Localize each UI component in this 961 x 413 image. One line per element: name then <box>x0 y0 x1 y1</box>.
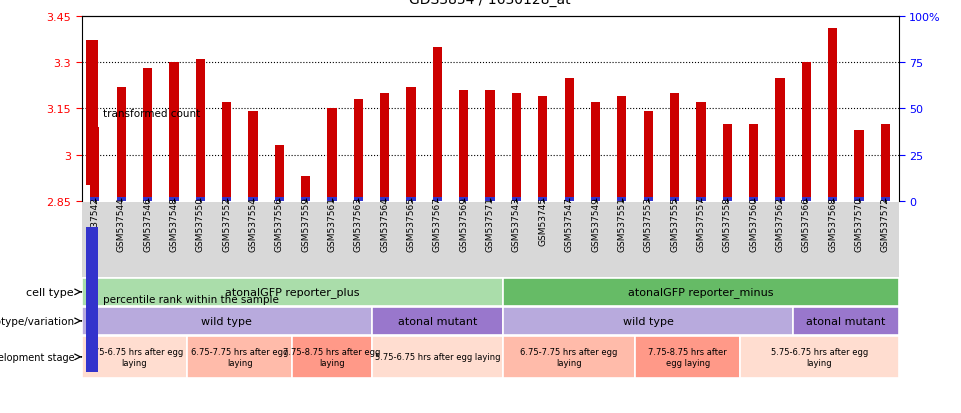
Bar <box>776 198 784 202</box>
Bar <box>196 198 205 202</box>
Bar <box>504 307 793 335</box>
Bar <box>854 198 864 202</box>
Bar <box>504 278 899 306</box>
Bar <box>617 198 627 202</box>
Bar <box>169 198 179 202</box>
Text: wild type: wild type <box>201 316 252 326</box>
Bar <box>82 278 504 306</box>
Bar <box>485 90 495 202</box>
Bar <box>644 112 653 202</box>
Text: atonal mutant: atonal mutant <box>398 316 477 326</box>
Text: transformed count: transformed count <box>103 109 200 119</box>
Bar <box>372 307 504 335</box>
Bar <box>354 198 363 202</box>
Bar <box>354 100 363 202</box>
Bar <box>512 94 521 202</box>
Bar <box>169 63 179 202</box>
Bar <box>143 69 152 202</box>
Bar <box>723 124 732 202</box>
Text: 7.75-8.75 hrs after
egg laying: 7.75-8.75 hrs after egg laying <box>649 347 727 367</box>
Bar <box>187 336 292 378</box>
Text: 5.75-6.75 hrs after egg laying: 5.75-6.75 hrs after egg laying <box>375 353 500 361</box>
Bar <box>635 336 740 378</box>
Text: genotype/variation: genotype/variation <box>0 316 81 326</box>
Bar <box>328 198 336 202</box>
Bar <box>740 336 899 378</box>
Bar <box>372 336 504 378</box>
Text: wild type: wild type <box>623 316 674 326</box>
Bar <box>776 78 784 202</box>
Text: GDS3854 / 1630128_at: GDS3854 / 1630128_at <box>409 0 571 7</box>
Bar <box>407 88 416 202</box>
Bar <box>828 198 837 202</box>
Bar <box>880 124 890 202</box>
Text: 6.75-7.75 hrs after egg
laying: 6.75-7.75 hrs after egg laying <box>191 347 288 367</box>
Bar <box>222 103 232 202</box>
Text: 7.75-8.75 hrs after egg
laying: 7.75-8.75 hrs after egg laying <box>283 347 381 367</box>
Bar <box>407 198 416 202</box>
Bar <box>591 198 600 202</box>
Bar <box>301 177 310 202</box>
Bar <box>381 198 389 202</box>
Bar <box>90 198 100 202</box>
Text: atonal mutant: atonal mutant <box>806 316 885 326</box>
Text: percentile rank within the sample: percentile rank within the sample <box>103 294 279 304</box>
Text: 6.75-7.75 hrs after egg
laying: 6.75-7.75 hrs after egg laying <box>521 347 618 367</box>
Bar <box>432 198 442 202</box>
Bar <box>854 131 864 202</box>
Bar <box>275 198 283 202</box>
Bar <box>432 47 442 202</box>
Bar <box>793 307 899 335</box>
Bar <box>248 198 258 202</box>
Bar <box>749 198 758 202</box>
Bar <box>880 198 890 202</box>
Bar <box>723 198 732 202</box>
Bar <box>504 336 635 378</box>
Text: development stage: development stage <box>0 352 81 362</box>
Bar <box>116 198 126 202</box>
Text: cell type: cell type <box>26 287 81 297</box>
Bar <box>459 90 468 202</box>
Bar <box>749 124 758 202</box>
Text: 5.75-6.75 hrs after egg
laying: 5.75-6.75 hrs after egg laying <box>86 347 183 367</box>
Bar <box>538 97 548 202</box>
Bar <box>82 307 372 335</box>
Bar <box>697 198 705 202</box>
Bar <box>801 198 811 202</box>
Bar <box>538 198 548 202</box>
Bar <box>86 41 98 186</box>
Bar <box>222 198 232 202</box>
Bar <box>617 97 627 202</box>
Bar <box>301 198 310 202</box>
Bar <box>512 198 521 202</box>
Bar <box>670 198 679 202</box>
Text: atonalGFP reporter_minus: atonalGFP reporter_minus <box>628 287 774 298</box>
Bar <box>86 227 98 372</box>
Bar <box>248 112 258 202</box>
Bar <box>116 88 126 202</box>
Bar <box>564 78 574 202</box>
Bar <box>143 198 152 202</box>
Bar <box>82 336 187 378</box>
Bar <box>564 198 574 202</box>
Bar <box>697 103 705 202</box>
Text: 5.75-6.75 hrs after egg
laying: 5.75-6.75 hrs after egg laying <box>771 347 868 367</box>
Bar <box>459 198 468 202</box>
Bar <box>670 94 679 202</box>
Bar <box>801 63 811 202</box>
Bar <box>196 60 205 202</box>
Text: atonalGFP reporter_plus: atonalGFP reporter_plus <box>225 287 359 298</box>
Bar <box>591 103 600 202</box>
Bar <box>328 109 336 202</box>
Bar <box>381 94 389 202</box>
Bar <box>828 29 837 202</box>
Bar <box>275 146 283 202</box>
Bar <box>644 198 653 202</box>
Bar <box>90 128 100 202</box>
Bar <box>292 336 372 378</box>
Bar <box>485 198 495 202</box>
